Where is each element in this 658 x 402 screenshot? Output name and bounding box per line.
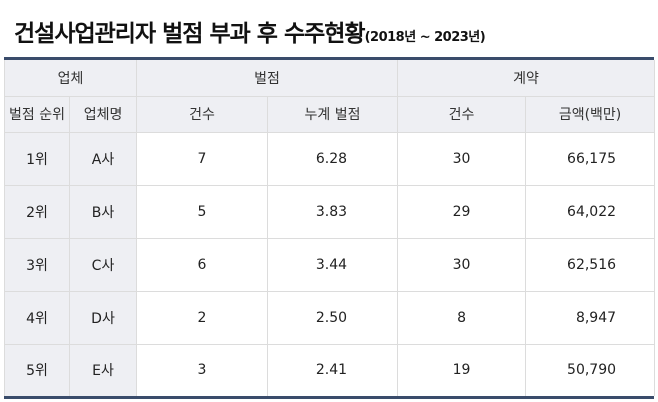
penalty-total-cell: 2.50 — [267, 290, 399, 345]
company-name-cell: B사 — [68, 184, 138, 239]
table-row: 5위 E사 3 2.41 19 50,790 — [4, 343, 656, 396]
contract-count-cell: 29 — [397, 184, 527, 239]
penalty-count-cell: 7 — [136, 131, 269, 186]
column-header-company-name: 업체명 — [68, 95, 138, 133]
penalty-count-cell: 3 — [136, 343, 269, 396]
amount-cell: 66,175 — [525, 131, 656, 186]
table-row: 2위 B사 5 3.83 29 64,022 — [4, 184, 656, 239]
column-header-row: 벌점 순위 업체명 건수 누계 벌점 건수 금액(백만) — [4, 95, 656, 133]
contract-count-cell: 30 — [397, 131, 527, 186]
rank-cell: 2위 — [4, 184, 70, 239]
table-row: 4위 D사 2 2.50 8 8,947 — [4, 290, 656, 345]
column-header-penalty-count: 건수 — [136, 95, 269, 133]
contract-count-cell: 19 — [397, 343, 527, 396]
rank-cell: 1위 — [4, 131, 70, 186]
table-bottom-rule — [4, 396, 654, 399]
column-header-penalty-total: 누계 벌점 — [267, 95, 399, 133]
amount-cell: 62,516 — [525, 237, 656, 292]
company-name-cell: D사 — [68, 290, 138, 345]
title-period: (2018년 ~ 2023년) — [364, 30, 486, 45]
penalty-total-cell: 2.41 — [267, 343, 399, 396]
column-header-amount: 금액(백만) — [525, 95, 656, 133]
table-row: 1위 A사 7 6.28 30 66,175 — [4, 131, 656, 186]
penalty-count-cell: 2 — [136, 290, 269, 345]
page-title: 건설사업관리자 벌점 부과 후 수주현황(2018년 ~ 2023년) — [14, 14, 486, 48]
column-header-rank: 벌점 순위 — [4, 95, 70, 133]
company-name-cell: E사 — [68, 343, 138, 396]
table-top-rule — [4, 57, 654, 60]
amount-cell: 50,790 — [525, 343, 656, 396]
rank-cell: 5위 — [4, 343, 70, 396]
table-row: 3위 C사 6 3.44 30 62,516 — [4, 237, 656, 292]
title-main: 건설사업관리자 벌점 부과 후 수주현황 — [14, 21, 366, 47]
group-header-penalty: 벌점 — [136, 60, 399, 97]
penalty-total-cell: 3.44 — [267, 237, 399, 292]
column-header-contract-count: 건수 — [397, 95, 527, 133]
group-header-contract: 계약 — [397, 60, 656, 97]
group-header-row: 업체 벌점 계약 — [3, 60, 656, 97]
rank-cell: 3위 — [4, 237, 70, 292]
penalty-total-cell: 6.28 — [267, 131, 399, 186]
contract-count-cell: 8 — [397, 290, 527, 345]
penalty-count-cell: 5 — [136, 184, 269, 239]
contract-status-table: 업체 벌점 계약 벌점 순위 업체명 건수 누계 벌점 건수 금액(백만) 1위… — [3, 60, 656, 396]
company-name-cell: A사 — [68, 131, 138, 186]
amount-cell: 8,947 — [525, 290, 656, 345]
amount-cell: 64,022 — [525, 184, 656, 239]
rank-cell: 4위 — [4, 290, 70, 345]
penalty-count-cell: 6 — [136, 237, 269, 292]
group-header-company: 업체 — [3, 60, 138, 97]
company-name-cell: C사 — [68, 237, 138, 292]
contract-count-cell: 30 — [397, 237, 527, 292]
penalty-total-cell: 3.83 — [267, 184, 399, 239]
